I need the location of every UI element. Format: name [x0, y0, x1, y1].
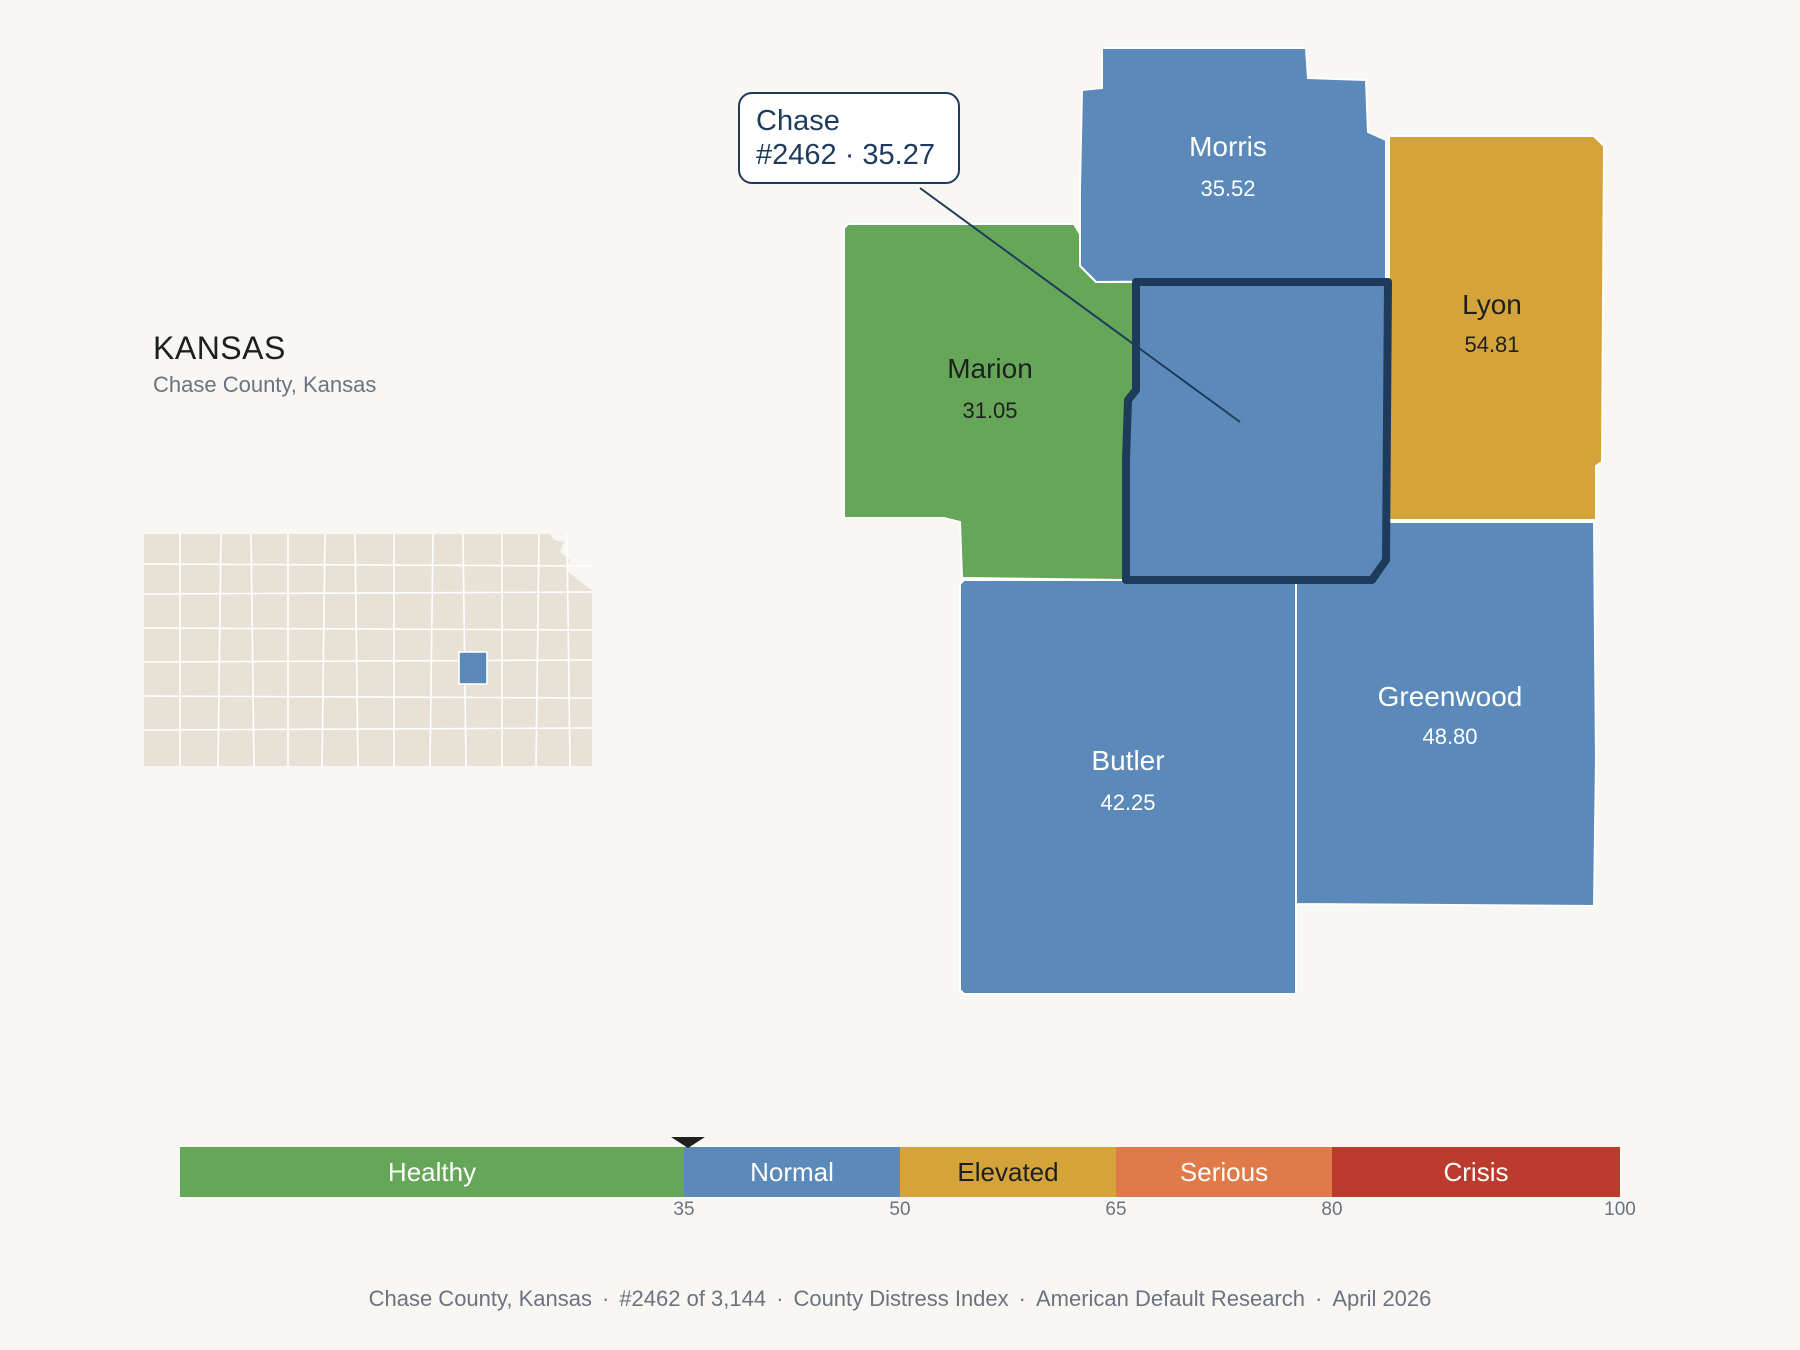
county-value-marion: 31.05 — [962, 398, 1017, 423]
locator-county-line — [354, 533, 359, 767]
locator-county-line — [143, 591, 593, 595]
callout-leader-line — [919, 187, 1241, 423]
locator-county-line — [143, 727, 593, 731]
distress-scale-legend: Healthy Normal Elevated Serious Crisis — [180, 1147, 1620, 1197]
legend-tick-label: 35 — [673, 1199, 695, 1220]
county-lyon[interactable] — [1388, 135, 1606, 521]
county-label-marion: Marion — [947, 353, 1033, 384]
county-label-morris: Morris — [1189, 131, 1267, 162]
legend-tick-label: 50 — [889, 1199, 911, 1220]
county-chase[interactable] — [1122, 278, 1392, 584]
state-subtitle: Chase County, Kansas — [153, 372, 377, 397]
legend-segment-normal: Normal — [684, 1147, 900, 1197]
county-morris[interactable] — [1079, 47, 1387, 284]
locator-county-line — [143, 659, 593, 663]
locator-county-line — [217, 533, 222, 767]
current-value-marker — [670, 1137, 705, 1148]
footer-item: #2462 of 3,144 — [619, 1286, 767, 1311]
locator-county-line — [143, 563, 593, 567]
county-value-lyon: 54.81 — [1464, 332, 1519, 357]
legend-segment-healthy: Healthy — [180, 1147, 684, 1197]
footer-separator: · — [601, 1286, 610, 1311]
locator-chase-highlight — [458, 651, 488, 685]
locator-county-line — [143, 627, 593, 631]
county-value-butler: 42.25 — [1100, 790, 1155, 815]
legend-tick-label: 65 — [1105, 1199, 1127, 1220]
locator-county-line — [250, 533, 255, 767]
legend-segment-crisis: Crisis — [1332, 1147, 1620, 1197]
legend-segment-serious: Serious — [1116, 1147, 1332, 1197]
footer-item: County Distress Index — [793, 1286, 1009, 1311]
county-label-butler: Butler — [1091, 745, 1164, 776]
county-label-greenwood: Greenwood — [1378, 681, 1523, 712]
kansas-locator-map — [143, 533, 593, 767]
county-map: Morris 35.52 Lyon 54.81 Marion 31.05 Gre… — [843, 47, 1606, 995]
footer-separator: · — [776, 1286, 784, 1311]
locator-county-line — [143, 695, 593, 699]
footer-separator: · — [1315, 1286, 1323, 1311]
county-value-greenwood: 48.80 — [1422, 724, 1477, 749]
locator-county-line — [321, 533, 326, 767]
footer-separator: · — [1018, 1286, 1026, 1311]
legend-tick-label: 100 — [1604, 1199, 1636, 1220]
footer-item: Chase County, Kansas — [368, 1286, 592, 1311]
county-label-lyon: Lyon — [1462, 289, 1522, 320]
county-value-morris: 35.52 — [1200, 176, 1255, 201]
callout-county-name: Chase — [756, 105, 840, 137]
locator-county-line — [462, 533, 467, 767]
footer-caption: Chase County, Kansas · #2462 of 3,144 · Coun… — [0, 1286, 1800, 1312]
state-title: KANSAS — [153, 330, 286, 366]
county-butler[interactable] — [959, 579, 1297, 995]
locator-county-line — [429, 533, 434, 767]
locator-county-line — [535, 533, 540, 767]
legend-tick-label: 80 — [1321, 1199, 1343, 1220]
county-callout: Chase #2462 · 35.27 — [738, 92, 960, 184]
legend-segment-elevated: Elevated — [900, 1147, 1116, 1197]
footer-item: American Default Research — [1035, 1286, 1305, 1311]
footer-item: April 2026 — [1332, 1286, 1432, 1311]
county-grid — [143, 533, 593, 767]
callout-rank-value: #2462 · 35.27 — [756, 139, 935, 171]
